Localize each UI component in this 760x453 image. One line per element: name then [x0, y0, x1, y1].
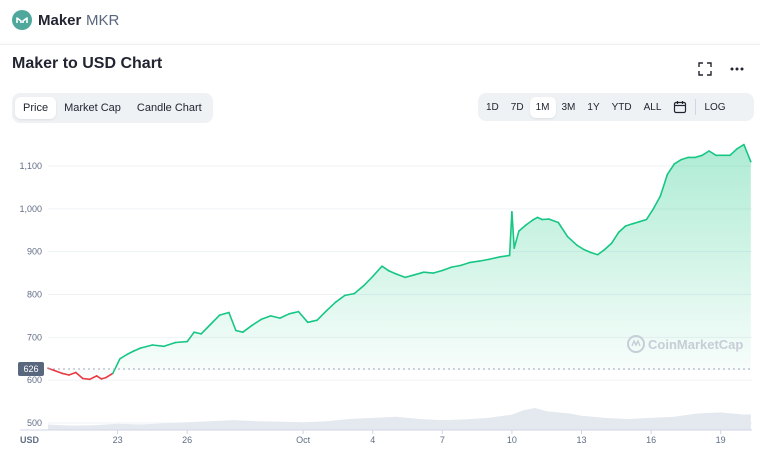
tab-market-cap[interactable]: Market Cap	[56, 97, 129, 119]
coin-symbol: MKR	[86, 12, 119, 29]
range-1y[interactable]: 1Y	[581, 97, 605, 118]
coin-name: Maker	[38, 12, 81, 29]
range-ytd[interactable]: YTD	[606, 97, 638, 118]
maker-logo-icon	[12, 10, 32, 30]
tab-price[interactable]: Price	[15, 97, 56, 119]
y-tick-label: 700	[27, 332, 42, 342]
x-tick-label: 23	[113, 435, 123, 445]
y-tick-label: 1,000	[19, 204, 42, 214]
x-tick-label: 10	[507, 435, 517, 445]
x-tick-label: 7	[440, 435, 445, 445]
watermark-text: CoinMarketCap	[648, 337, 743, 352]
y-tick-label: 800	[27, 290, 42, 300]
log-toggle[interactable]: LOG	[698, 97, 731, 118]
fullscreen-icon[interactable]	[696, 60, 714, 78]
y-tick-label: 600	[27, 375, 42, 385]
range-7d[interactable]: 7D	[505, 97, 530, 118]
range-tabs: 1D 7D 1M 3M 1Y YTD ALL LOG	[478, 93, 754, 121]
range-1d[interactable]: 1D	[480, 97, 505, 118]
range-1m[interactable]: 1M	[530, 97, 556, 118]
top-bar: Maker MKR	[0, 0, 760, 44]
y-tick-label: 1,100	[19, 161, 42, 171]
calendar-icon[interactable]	[673, 100, 687, 114]
volume-area	[48, 408, 751, 430]
x-tick-label: 19	[716, 435, 726, 445]
more-icon[interactable]	[728, 60, 746, 78]
chart-title: Maker to USD Chart	[12, 55, 162, 73]
x-tick-label: 16	[646, 435, 656, 445]
y-tick-label: 900	[27, 247, 42, 257]
x-tick-label: Oct	[296, 435, 311, 445]
price-chart[interactable]: 500 600 700 800 900 1,000 1,100 626 USD 23 26 Oct 4 7…	[0, 130, 760, 452]
chart-type-tabs: Price Market Cap Candle Chart	[12, 93, 213, 123]
range-all[interactable]: ALL	[638, 97, 668, 118]
range-3m[interactable]: 3M	[556, 97, 582, 118]
y-tick-label: 500	[27, 418, 42, 428]
tab-candle-chart[interactable]: Candle Chart	[129, 97, 210, 119]
x-tick-label: 13	[577, 435, 587, 445]
open-price-label: 626	[23, 364, 38, 374]
range-separator	[695, 99, 696, 115]
price-line-segment	[424, 272, 433, 273]
x-tick-label: 4	[370, 435, 375, 445]
currency-label: USD	[20, 435, 40, 445]
price-area-fill	[48, 145, 751, 380]
price-line-segment	[83, 379, 90, 380]
x-tick-label: 26	[182, 435, 192, 445]
price-line-segment	[176, 342, 188, 343]
